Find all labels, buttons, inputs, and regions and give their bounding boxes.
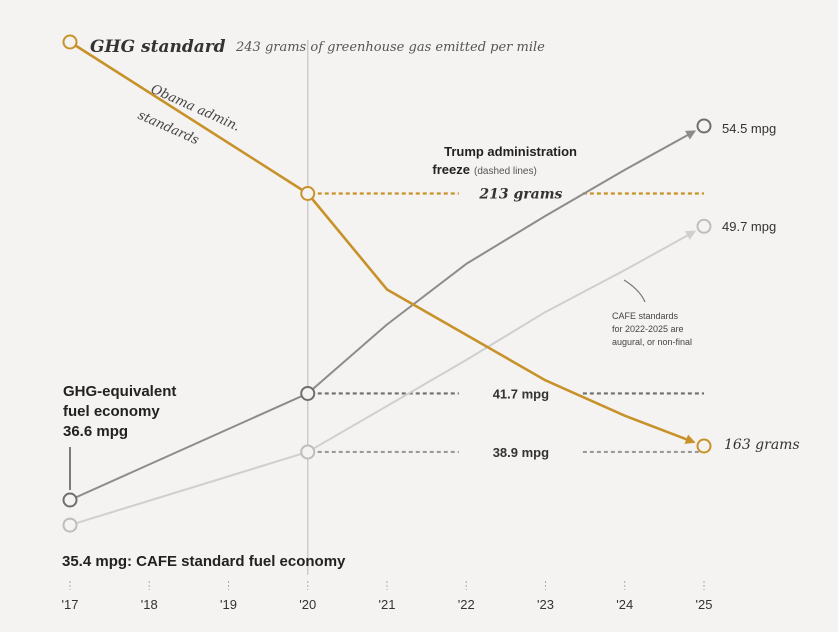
x-tick-label-2023: '23 bbox=[537, 597, 554, 612]
point-markers bbox=[62, 34, 712, 533]
freeze-label-ghg: 213 grams bbox=[478, 187, 562, 203]
series-line-cafe-mpg bbox=[69, 230, 697, 527]
cafe-note-callout-line bbox=[623, 279, 646, 303]
point-ghg-2017 bbox=[62, 34, 78, 50]
ghg-equivalent-label-line1: GHG-equivalent bbox=[63, 383, 176, 400]
cafe-standard-label: 35.4 mpg: CAFE standard fuel economy bbox=[62, 553, 346, 570]
end-label-ghg-equivalent: 54.5 mpg bbox=[722, 121, 776, 136]
freeze-lines: 38.9 mpg 41.7 mpg 213 grams bbox=[317, 187, 704, 460]
point-ghg-2025 bbox=[696, 438, 712, 454]
cafe-note-line1: CAFE standards bbox=[612, 311, 679, 321]
x-tick-label-2021: '21 bbox=[379, 597, 396, 612]
freeze-label-cafe-mpg: 38.9 mpg bbox=[493, 445, 549, 460]
cafe-note-line3: augural, or non-final bbox=[612, 337, 692, 347]
ghg-standard-subtitle: 243 grams of greenhouse gas emitted per … bbox=[235, 40, 545, 55]
x-tick-label-2018: '18 bbox=[141, 597, 158, 612]
x-tick-label-2022: '22 bbox=[458, 597, 475, 612]
point-ghg-equivalent-mpg-2020 bbox=[300, 385, 316, 401]
ghg-standard-title: GHG standard bbox=[90, 37, 226, 57]
ghg-equivalent-label-line3: 36.6 mpg bbox=[63, 423, 128, 440]
x-axis: '17 '18 '19 '20 '21 '22 '23 '24 '25 bbox=[62, 581, 713, 612]
freeze-title-line1: Trump administration bbox=[444, 144, 577, 159]
x-tick-label-2024: '24 bbox=[616, 597, 633, 612]
ghg-equivalent-label-line2: fuel economy bbox=[63, 403, 160, 420]
point-ghg-equivalent-mpg-2025 bbox=[696, 118, 712, 134]
end-label-ghg: 163 grams bbox=[724, 437, 800, 453]
cafe-note-line2: for 2022-2025 are bbox=[612, 324, 684, 334]
x-tick-label-2017: '17 bbox=[62, 597, 79, 612]
freeze-label-ghg-equivalent-mpg: 41.7 mpg bbox=[493, 386, 549, 401]
point-cafe-mpg-2025 bbox=[696, 218, 712, 234]
point-ghg-2020 bbox=[300, 186, 316, 201]
x-tick-label-2025: '25 bbox=[696, 597, 713, 612]
point-cafe-mpg-2017 bbox=[62, 517, 78, 533]
x-tick-label-2019: '19 bbox=[220, 597, 237, 612]
point-cafe-mpg-2020 bbox=[300, 444, 316, 460]
end-label-cafe: 49.7 mpg bbox=[722, 219, 776, 234]
x-tick-label-2020: '20 bbox=[299, 597, 316, 612]
point-ghg-equivalent-mpg-2017 bbox=[62, 492, 78, 508]
series-line-ghg-equivalent-mpg bbox=[69, 130, 697, 501]
freeze-note: (dashed lines) bbox=[474, 166, 537, 177]
freeze-title-line2: freeze bbox=[432, 162, 470, 177]
